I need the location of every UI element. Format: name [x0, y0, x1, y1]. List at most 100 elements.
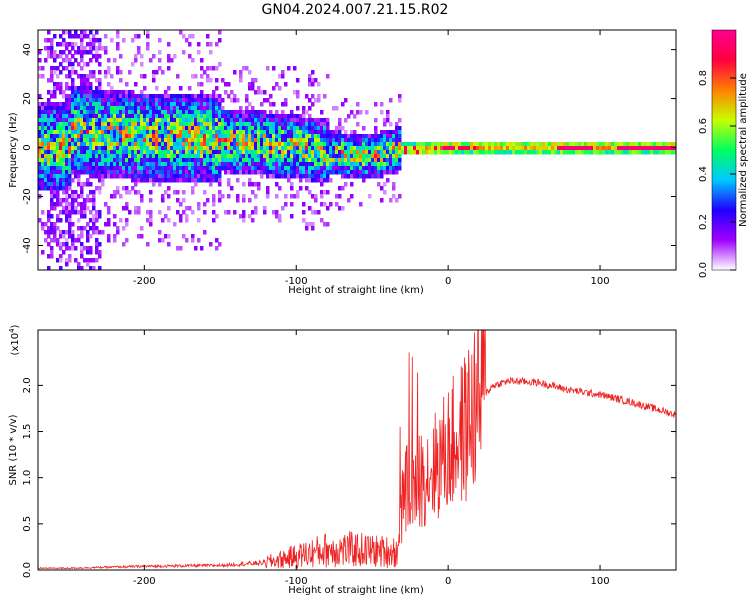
- heatmap-cell: [176, 162, 180, 167]
- spectrogram-xlabel: Height of straight line (km): [288, 285, 424, 296]
- heatmap-cell: [311, 170, 315, 175]
- heatmap-cell: [380, 162, 384, 167]
- heatmap-cell: [98, 138, 102, 143]
- heatmap-cell: [233, 162, 237, 167]
- heatmap-cell: [185, 206, 189, 211]
- heatmap-cell: [323, 190, 327, 195]
- heatmap-cell: [137, 174, 141, 179]
- heatmap-cell: [59, 90, 63, 95]
- heatmap-cell: [215, 66, 219, 71]
- heatmap-cell: [230, 118, 234, 123]
- heatmap-cell: [110, 174, 114, 179]
- heatmap-cell: [251, 190, 255, 195]
- heatmap-cell: [512, 146, 516, 151]
- heatmap-cell: [86, 138, 90, 143]
- heatmap-cell: [125, 202, 129, 207]
- heatmap-cell: [356, 174, 360, 179]
- heatmap-cell: [176, 166, 180, 171]
- heatmap-cell: [65, 182, 69, 187]
- heatmap-cell: [77, 238, 81, 243]
- heatmap-cell: [50, 78, 54, 83]
- heatmap-cell: [215, 246, 219, 251]
- heatmap-cell: [356, 162, 360, 167]
- heatmap-cell: [197, 94, 201, 99]
- heatmap-cell: [638, 150, 642, 155]
- heatmap-cell: [167, 94, 171, 99]
- heatmap-cell: [311, 178, 315, 183]
- heatmap-cell: [212, 174, 216, 179]
- heatmap-cell: [56, 142, 60, 147]
- heatmap-cell: [68, 246, 72, 251]
- heatmap-cell: [206, 42, 210, 47]
- heatmap-cell: [176, 174, 180, 179]
- heatmap-cell: [314, 210, 318, 215]
- heatmap-cell: [158, 118, 162, 123]
- heatmap-cell: [134, 206, 138, 211]
- heatmap-cell: [212, 146, 216, 151]
- heatmap-cell: [311, 134, 315, 139]
- heatmap-cell: [188, 110, 192, 115]
- heatmap-cell: [113, 238, 117, 243]
- heatmap-cell: [71, 242, 75, 247]
- colorbar-tick-label: 0.4: [698, 166, 709, 182]
- heatmap-cell: [323, 174, 327, 179]
- heatmap-cell: [164, 90, 168, 95]
- heatmap-cell: [500, 146, 504, 151]
- heatmap-cell: [218, 182, 222, 187]
- heatmap-cell: [203, 178, 207, 183]
- heatmap-cell: [50, 110, 54, 115]
- heatmap-cell: [557, 146, 561, 151]
- heatmap-cell: [188, 206, 192, 211]
- heatmap-cell: [326, 146, 330, 151]
- heatmap-cell: [68, 114, 72, 119]
- heatmap-cell: [89, 146, 93, 151]
- heatmap-cell: [68, 170, 72, 175]
- heatmap-cell: [170, 166, 174, 171]
- heatmap-cell: [104, 122, 108, 127]
- heatmap-cell: [347, 170, 351, 175]
- heatmap-cell: [557, 150, 561, 155]
- heatmap-cell: [155, 114, 159, 119]
- heatmap-cell: [89, 82, 93, 87]
- heatmap-cell: [200, 122, 204, 127]
- heatmap-cell: [242, 194, 246, 199]
- heatmap-cell: [251, 218, 255, 223]
- heatmap-cell: [86, 130, 90, 135]
- heatmap-cell: [395, 170, 399, 175]
- heatmap-cell: [44, 158, 48, 163]
- heatmap-cell: [296, 106, 300, 111]
- heatmap-cell: [353, 166, 357, 171]
- heatmap-cell: [167, 158, 171, 163]
- heatmap-cell: [242, 138, 246, 143]
- heatmap-cell: [98, 82, 102, 87]
- heatmap-cell: [221, 114, 225, 119]
- heatmap-cell: [80, 266, 84, 270]
- heatmap-cell: [269, 118, 273, 123]
- heatmap-cell: [230, 134, 234, 139]
- heatmap-cell: [470, 142, 474, 147]
- heatmap-cell: [371, 134, 375, 139]
- heatmap-cell: [47, 122, 51, 127]
- heatmap-cell: [263, 206, 267, 211]
- heatmap-cell: [206, 74, 210, 79]
- heatmap-cell: [53, 150, 57, 155]
- heatmap-cell: [293, 66, 297, 71]
- heatmap-cell: [158, 162, 162, 167]
- heatmap-cell: [44, 138, 48, 143]
- heatmap-cell: [593, 146, 597, 151]
- heatmap-cell: [251, 126, 255, 131]
- heatmap-cell: [68, 110, 72, 115]
- heatmap-cell: [137, 142, 141, 147]
- heatmap-cell: [260, 138, 264, 143]
- heatmap-cell: [134, 58, 138, 63]
- heatmap-cell: [164, 166, 168, 171]
- heatmap-cell: [164, 130, 168, 135]
- heatmap-cell: [209, 114, 213, 119]
- heatmap-cell: [71, 138, 75, 143]
- heatmap-cell: [80, 90, 84, 95]
- heatmap-cell: [290, 202, 294, 207]
- heatmap-cell: [305, 150, 309, 155]
- heatmap-cell: [101, 150, 105, 155]
- heatmap-cell: [233, 138, 237, 143]
- heatmap-cell: [62, 50, 66, 55]
